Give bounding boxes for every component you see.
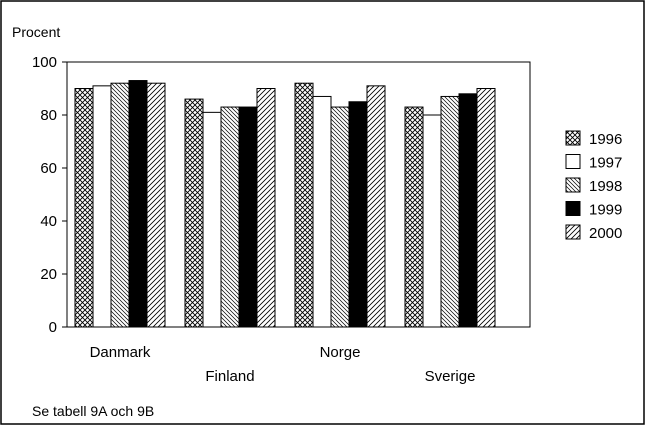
x-axis-labels: Danmark Finland Norge Sverige (90, 344, 476, 385)
bar-norge-2000 (366, 85, 386, 328)
legend-label: 1999 (589, 202, 622, 219)
bar-danmark-1996 (74, 88, 94, 328)
y-axis-label: Procent (12, 24, 60, 40)
bar-danmark-1999 (128, 80, 148, 328)
y-tick-label: 60 (40, 160, 57, 177)
category-label: Sverige (425, 368, 476, 385)
legend-label: 1998 (589, 178, 622, 195)
legend-swatch (565, 224, 581, 240)
y-tick-label: 40 (40, 213, 57, 230)
bar-finland-1999 (238, 106, 258, 328)
bars (74, 80, 496, 328)
legend-label: 1996 (589, 131, 622, 148)
y-tick-label: 80 (40, 107, 57, 124)
y-tick-label: 0 (49, 319, 57, 336)
bar-norge-1998 (330, 106, 350, 328)
legend-label: 2000 (589, 225, 622, 242)
y-tick-label: 20 (40, 266, 57, 283)
bar-finland-2000 (256, 88, 276, 328)
bar-sverige-1997 (422, 114, 442, 328)
bar-sverige-1998 (440, 95, 460, 328)
bar-sverige-1996 (404, 106, 424, 328)
bar-norge-1996 (294, 82, 314, 328)
category-label: Finland (205, 368, 254, 385)
y-axis: 0 20 40 60 80 100 (32, 54, 67, 336)
bar-finland-1998 (220, 106, 240, 328)
bar-norge-1999 (348, 101, 368, 328)
bar-norge-1997 (312, 95, 332, 328)
legend-label: 1997 (589, 155, 622, 172)
bar-finland-1997 (202, 111, 222, 328)
category-label: Norge (320, 344, 361, 361)
legend-swatch (565, 130, 581, 146)
bar-sverige-2000 (476, 88, 496, 328)
bar-finland-1996 (184, 98, 204, 328)
bar-danmark-1997 (92, 85, 112, 328)
bar-danmark-1998 (110, 82, 130, 328)
category-label: Danmark (90, 344, 151, 361)
footnote: Se tabell 9A och 9B (32, 403, 154, 419)
bar-sverige-1999 (458, 93, 478, 328)
y-tick-label: 100 (32, 54, 57, 71)
legend-swatch (565, 177, 581, 193)
bar-danmark-2000 (146, 82, 166, 328)
legend-swatch (565, 201, 581, 216)
legend: 1996 1997 1998 1999 2000 (565, 130, 622, 242)
legend-swatch (565, 154, 581, 169)
